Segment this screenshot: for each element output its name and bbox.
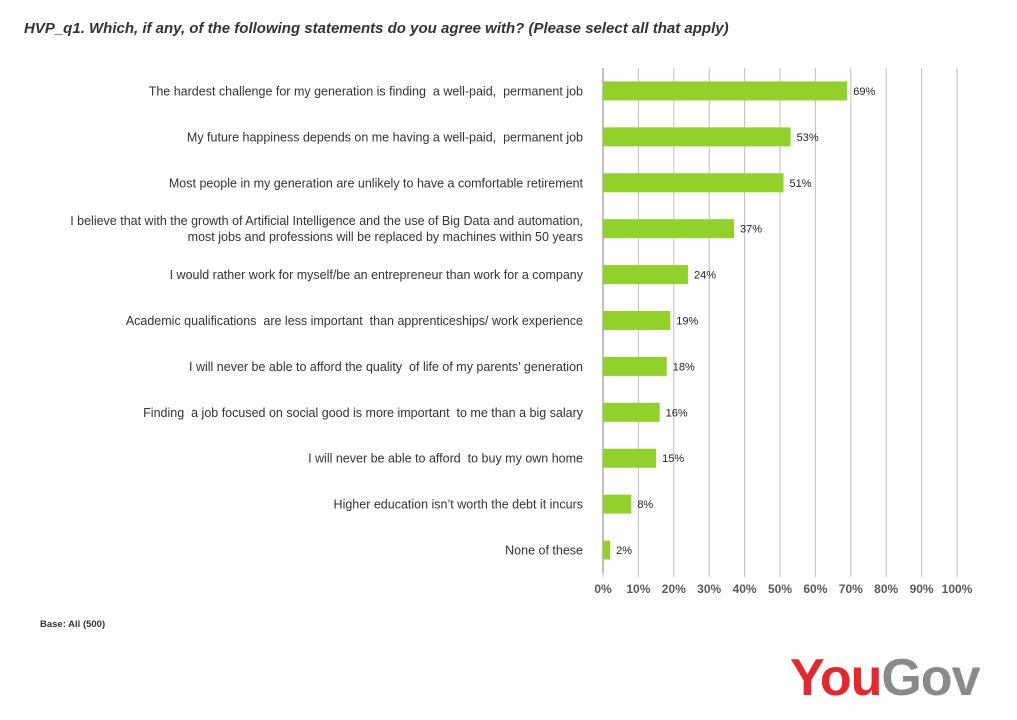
x-tick-label: 90%	[910, 582, 934, 596]
logo-text-gov: Gov	[881, 649, 980, 707]
bar-chart: 69% 53% 51% 37% 24% 19% 18% 16% 15% 8% 2% The hard…	[70, 68, 973, 596]
bar	[603, 356, 667, 376]
category-label: I will never be able to afford to buy my…	[308, 452, 583, 466]
category-label: My future happiness depends on me having…	[187, 130, 583, 144]
data-label: 69%	[853, 86, 875, 98]
logo-text-you: You	[790, 649, 882, 707]
data-label: 15%	[662, 453, 684, 465]
data-label: 18%	[673, 361, 695, 373]
data-label: 51%	[790, 178, 812, 190]
category-label: Most people in my generation are unlikel…	[169, 176, 584, 190]
bar	[603, 448, 657, 468]
x-tick-label: 0%	[594, 582, 612, 596]
category-label: I believe that with the growth of Artifi…	[70, 214, 583, 228]
data-label: 53%	[797, 132, 819, 144]
x-tick-label: 50%	[768, 582, 792, 596]
x-tick-label: 30%	[697, 582, 721, 596]
bar	[603, 173, 784, 193]
category-label: most jobs and professions will be replac…	[188, 230, 583, 244]
x-axis-ticks: 0% 10% 20% 30% 40% 50% 60% 70% 80% 90% 100%	[594, 582, 972, 596]
chart-title: HVP_q1. Which, if any, of the following …	[24, 20, 729, 37]
data-label: 8%	[637, 499, 653, 511]
category-label: The hardest challenge for my generation …	[149, 84, 583, 98]
yougov-logo: YouGov	[790, 649, 981, 707]
data-label: 2%	[616, 545, 632, 557]
data-label: 37%	[740, 224, 762, 236]
bar	[603, 127, 791, 147]
data-label: 24%	[694, 270, 716, 282]
category-label: Higher education isn’t worth the debt it…	[334, 498, 583, 512]
bars	[603, 81, 848, 560]
x-tick-label: 60%	[803, 582, 827, 596]
x-tick-label: 80%	[874, 582, 898, 596]
category-label: None of these	[505, 544, 583, 558]
data-label: 16%	[666, 407, 688, 419]
bar	[603, 402, 660, 422]
bar	[603, 311, 671, 330]
x-tick-label: 70%	[839, 582, 863, 596]
value-labels: 69% 53% 51% 37% 24% 19% 18% 16% 15% 8% 2%	[616, 86, 875, 557]
bar	[603, 81, 848, 101]
data-label: 19%	[676, 316, 698, 328]
x-tick-label: 20%	[662, 582, 686, 596]
x-tick-label: 10%	[626, 582, 650, 596]
base-note: Base: All (500)	[40, 619, 106, 630]
x-tick-label: 40%	[733, 582, 757, 596]
category-label: I will never be able to afford the quali…	[189, 360, 583, 374]
bar	[603, 265, 688, 285]
x-tick-label: 100%	[942, 582, 973, 596]
category-label: I would rather work for myself/be an ent…	[170, 268, 584, 282]
bar	[603, 494, 632, 514]
category-label: Finding a job focused on social good is …	[143, 406, 584, 420]
bar	[603, 540, 611, 560]
category-label: Academic qualifications are less importa…	[126, 314, 583, 328]
bar	[603, 219, 734, 239]
category-labels: The hardest challenge for my generation …	[70, 84, 584, 557]
